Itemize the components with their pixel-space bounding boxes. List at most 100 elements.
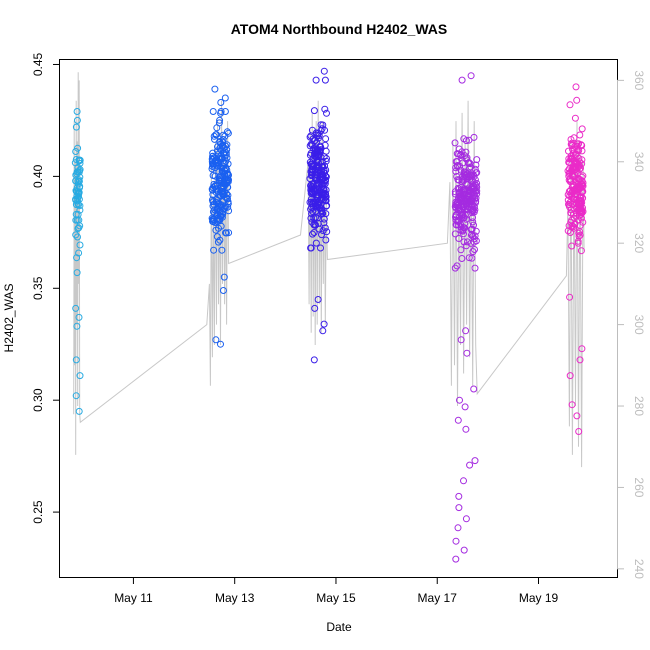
data-point [224, 203, 232, 211]
data-point [322, 190, 330, 198]
data-point [575, 232, 583, 240]
x-tick-label: May 19 [519, 591, 559, 605]
scatter-points [71, 67, 587, 563]
data-point [320, 186, 328, 194]
secondary-line-series [73, 72, 585, 468]
data-point [453, 262, 461, 270]
data-point [211, 172, 219, 180]
data-point [209, 108, 217, 115]
data-point [312, 76, 320, 84]
data-point [73, 269, 81, 277]
data-point [223, 128, 231, 136]
data-point [565, 172, 573, 180]
data-point [312, 198, 320, 206]
data-point [571, 114, 579, 122]
data-point [322, 135, 330, 143]
data-point [566, 372, 574, 380]
data-point [319, 327, 327, 335]
data-point [462, 425, 470, 433]
data-point [472, 169, 480, 177]
data-point [73, 168, 81, 176]
data-point [452, 213, 460, 221]
data-point [313, 187, 320, 195]
data-point [460, 230, 467, 238]
data-point [569, 171, 577, 179]
data-point [218, 177, 225, 185]
data-point [322, 236, 330, 244]
data-point [454, 524, 462, 532]
data-point [577, 247, 585, 255]
data-point [217, 213, 225, 221]
data-point [465, 197, 473, 205]
data-point [567, 155, 575, 163]
data-point [320, 67, 328, 75]
data-point [313, 163, 321, 171]
data-point [573, 142, 581, 150]
data-point [465, 186, 473, 194]
data-point [460, 135, 468, 143]
data-point [321, 76, 329, 84]
y2-tick-label: 360 [632, 70, 646, 90]
data-point [473, 190, 481, 198]
data-point [210, 246, 218, 254]
data-point [75, 313, 83, 321]
data-point [457, 192, 465, 200]
data-point [470, 208, 478, 216]
y-axis-right: 240 260 280 300 320 340 360 [617, 70, 646, 579]
data-point [468, 230, 476, 238]
x-tick-label: May 11 [114, 591, 153, 605]
data-point [318, 231, 325, 239]
data-point [221, 108, 229, 115]
data-point [210, 216, 218, 224]
data-point [214, 187, 222, 195]
point-group-2 [208, 85, 233, 348]
data-point [323, 109, 330, 117]
data-point [216, 212, 224, 220]
data-point [576, 131, 584, 139]
y-tick-label: 0.45 [31, 52, 45, 76]
data-point [577, 141, 585, 149]
data-point [465, 254, 473, 262]
y2-tick-label: 260 [632, 477, 646, 497]
data-point [76, 206, 84, 214]
data-point [568, 242, 576, 250]
data-point [574, 237, 582, 245]
data-point [218, 246, 226, 254]
data-point [318, 163, 326, 171]
data-point [461, 168, 469, 176]
data-point [75, 407, 83, 415]
data-point [219, 131, 227, 139]
data-point [215, 224, 222, 232]
data-point [566, 229, 574, 236]
y-tick-label: 0.30 [31, 388, 45, 412]
data-point [224, 170, 232, 177]
data-point [212, 198, 220, 206]
data-point [454, 416, 462, 424]
data-point [573, 412, 581, 420]
data-point [209, 156, 217, 164]
data-point [470, 385, 478, 393]
data-point [565, 176, 573, 184]
data-point [317, 210, 325, 218]
data-point [216, 236, 224, 244]
data-point [462, 327, 470, 335]
data-point [473, 156, 481, 164]
data-point [452, 221, 460, 229]
y-axis-label: H2402_WAS [2, 284, 16, 353]
data-point [221, 170, 229, 178]
data-point [451, 264, 459, 272]
y-tick-label: 0.25 [31, 500, 45, 524]
data-point [470, 221, 477, 229]
data-point [224, 191, 232, 199]
point-group-5 [564, 83, 587, 435]
data-point [75, 224, 83, 232]
data-point [310, 214, 318, 222]
data-point [72, 148, 80, 155]
data-point [225, 229, 233, 237]
data-point [572, 158, 580, 166]
data-point [310, 145, 318, 152]
data-point [569, 173, 577, 180]
data-point [461, 152, 469, 160]
data-point [75, 189, 83, 197]
data-point [216, 208, 224, 216]
